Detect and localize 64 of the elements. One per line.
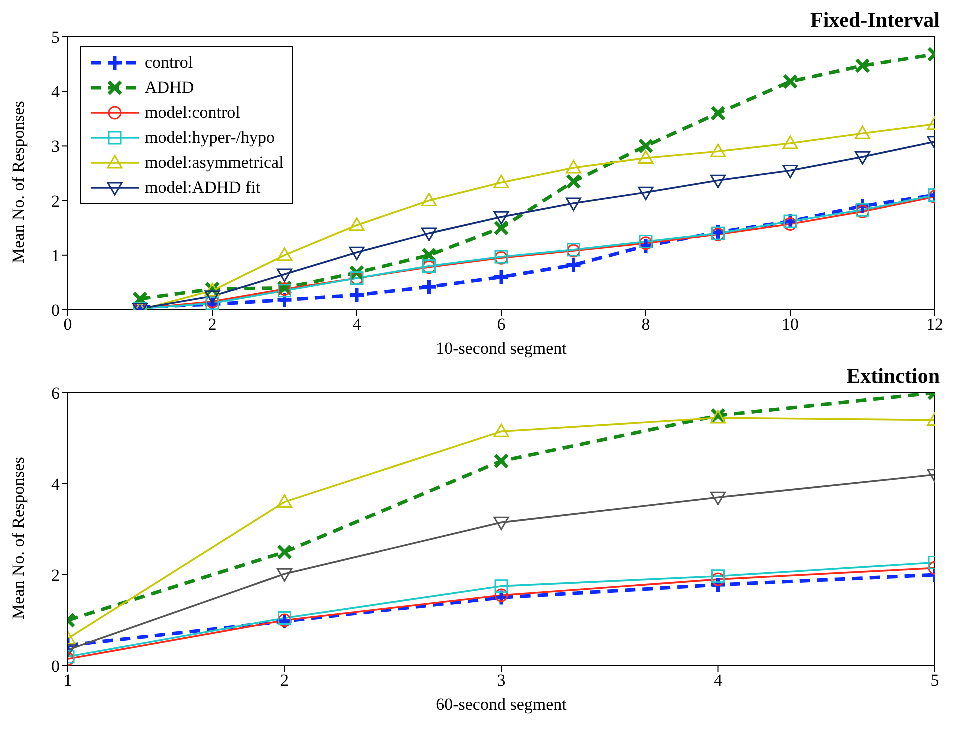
point — [494, 211, 510, 225]
y-tick-label: 5 — [52, 28, 60, 48]
legend-label: ADHD — [145, 78, 194, 98]
legend-label: model:asymmetrical — [145, 152, 284, 172]
y-axis-title: Mean No. of Responses — [9, 101, 28, 264]
x-axis-title: 10-second segment — [436, 339, 568, 358]
point — [566, 160, 582, 174]
x-tick-label: 4 — [714, 671, 723, 690]
point — [422, 193, 437, 207]
point — [638, 150, 654, 164]
point — [782, 165, 798, 179]
legend-label: model:ADHD fit — [145, 178, 261, 198]
x-tick-label: 8 — [642, 315, 650, 334]
point — [855, 58, 870, 74]
x-axis-title: 60-second segment — [436, 695, 568, 714]
point — [277, 248, 292, 262]
x-tick-label: 12 — [926, 315, 944, 334]
point — [710, 144, 726, 158]
x-tick-label: 5 — [930, 671, 940, 690]
x-tick-label: 6 — [497, 315, 506, 334]
point — [494, 220, 510, 236]
x-tick-label: 4 — [352, 315, 362, 334]
point — [420, 278, 438, 296]
point — [638, 186, 654, 200]
y-tick-label: 4 — [52, 475, 60, 494]
point — [494, 175, 510, 189]
legend-label: model:control — [145, 102, 240, 122]
point — [492, 268, 510, 286]
legend-label: model:hyper-/hypo — [145, 128, 275, 148]
chart-title: Fixed-Interval — [810, 8, 940, 33]
point — [638, 138, 654, 154]
chart-title: Extinction — [846, 364, 940, 389]
x-tick-label: 0 — [64, 315, 72, 334]
point — [349, 218, 365, 232]
y-tick-label: 3 — [52, 137, 60, 156]
point — [566, 198, 582, 212]
y-tick-label: 0 — [52, 301, 60, 320]
point — [566, 174, 582, 190]
point — [855, 151, 870, 165]
y-tick-label: 2 — [52, 192, 60, 211]
point — [782, 136, 798, 150]
legend-label: control — [145, 52, 194, 72]
x-tick-label: 10 — [782, 315, 799, 334]
point — [855, 126, 870, 140]
point — [348, 286, 366, 304]
x-tick-label: 2 — [280, 671, 289, 690]
y-axis-title: Mean No. of Responses — [9, 457, 28, 620]
point — [565, 256, 582, 274]
y-tick-label: 2 — [52, 566, 60, 586]
point — [784, 218, 798, 232]
x-tick-label: 1 — [64, 671, 72, 690]
point — [422, 228, 437, 242]
point — [277, 268, 292, 282]
point — [710, 174, 726, 188]
y-tick-label: 6 — [52, 384, 60, 404]
point — [349, 246, 365, 260]
x-tick-label: 2 — [208, 315, 217, 334]
x-tick-label: 3 — [497, 671, 506, 690]
y-tick-label: 1 — [52, 246, 60, 266]
y-tick-label: 4 — [52, 82, 60, 102]
point — [710, 106, 726, 122]
point — [204, 290, 220, 304]
y-tick-label: 0 — [52, 657, 60, 676]
point — [782, 74, 798, 90]
